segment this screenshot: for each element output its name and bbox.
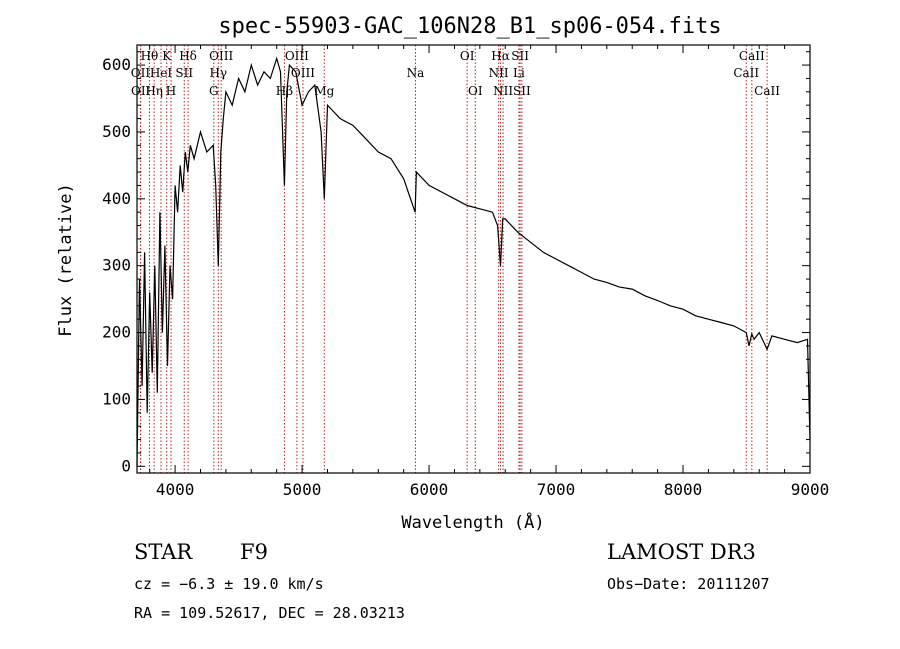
object-class: STAR <box>134 540 193 564</box>
y-tick-label: 600 <box>102 55 131 74</box>
line-marker-label: G <box>209 84 219 98</box>
line-marker-label: OI <box>460 49 475 63</box>
y-tick-label: 200 <box>102 323 131 342</box>
line-marker-label: H <box>166 84 176 98</box>
line-marker-label: Hγ <box>209 66 227 80</box>
survey-name: LAMOST DR3 <box>607 540 756 564</box>
spectrum-chart: spec-55903-GAC_106N28_B1_sp06-054.fits H… <box>56 14 830 533</box>
obs-date: Obs−Date: 20111207 <box>607 575 770 593</box>
y-tick-label: 300 <box>102 256 131 275</box>
y-tick-label: 0 <box>121 456 131 475</box>
plot-frame <box>136 44 811 474</box>
x-tick-label: 4000 <box>156 480 195 499</box>
y-tick-label: 500 <box>102 122 131 141</box>
coordinates: RA = 109.52617, DEC = 28.03213 <box>134 604 405 622</box>
line-marker-label: Hβ <box>276 84 293 98</box>
y-axis-ticks: 0 100 200 300 400 500 600 <box>102 51 810 475</box>
line-marker-label: OIII <box>285 49 309 63</box>
line-marker-label: Hη <box>145 84 163 98</box>
line-marker-label: Na <box>407 66 425 80</box>
x-axis-label: Wavelength (Å) <box>401 511 544 533</box>
line-marker-label: NII <box>489 66 509 80</box>
line-marker-label: K <box>162 49 172 63</box>
x-axis-ticks: 4000 5000 6000 7000 8000 9000 <box>149 45 830 499</box>
line-marker-label: NII <box>493 84 513 98</box>
line-marker-label: SII <box>513 84 531 98</box>
line-marker-label: Hθ <box>141 49 159 63</box>
line-marker-label: HeI <box>150 66 173 80</box>
line-marker-label: OII <box>131 66 151 80</box>
object-subclass: F9 <box>240 540 268 564</box>
x-tick-label: 9000 <box>791 480 830 499</box>
line-marker-label: Hα <box>491 49 510 63</box>
y-axis-label: Flux (relative) <box>56 183 76 337</box>
y-tick-label: 400 <box>102 189 131 208</box>
line-marker-label: CaII <box>739 49 765 63</box>
x-tick-label: 7000 <box>537 480 576 499</box>
line-marker-label: OIII <box>209 49 233 63</box>
line-marker-label: CaII <box>733 66 759 80</box>
line-marker-label: OIII <box>291 66 315 80</box>
line-marker-label: Li <box>513 66 525 80</box>
line-marker-label: Hδ <box>179 49 197 63</box>
spectrum-line <box>136 56 811 467</box>
x-tick-label: 5000 <box>283 480 322 499</box>
line-marker-label: Mg <box>314 84 334 98</box>
line-marker-label: OII <box>131 84 151 98</box>
line-marker-label: OI <box>468 84 483 98</box>
line-marker-label: SII <box>175 66 193 80</box>
x-tick-label: 6000 <box>410 480 449 499</box>
line-marker-label: SII <box>511 49 529 63</box>
x-tick-label: 8000 <box>664 480 703 499</box>
redshift-cz: cz = −6.3 ± 19.0 km/s <box>134 575 324 593</box>
line-markers <box>139 45 768 473</box>
line-marker-label: CaII <box>754 84 780 98</box>
chart-title: spec-55903-GAC_106N28_B1_sp06-054.fits <box>218 14 721 39</box>
y-tick-label: 100 <box>102 389 131 408</box>
